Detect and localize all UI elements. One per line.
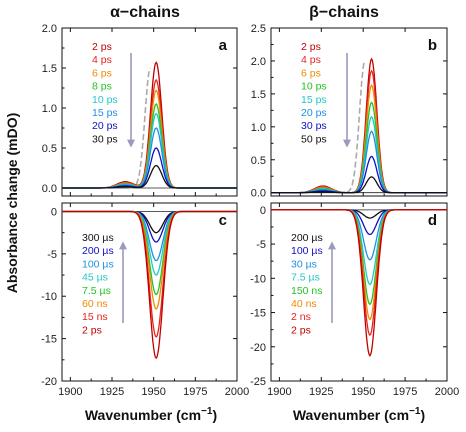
legend-entry: 30 µs [291,258,317,270]
y-tick-label: 0.0 [42,183,57,195]
y-axis-title: Absorbance change (mDO) [4,113,20,293]
y-tick-label: 0 [51,206,57,218]
y-tick-label: 0.5 [251,155,266,167]
legend-entry: 300 µs [82,232,114,244]
y-tick-label: -20 [250,342,266,354]
panel-frame [61,27,238,197]
series-line [271,69,447,194]
legend-entry: 2 ps [82,324,102,336]
panel-letter: c [219,212,227,229]
legend-entry: 7.5 µs [82,285,111,297]
x-tick-label: 1900 [58,386,82,398]
series-line [271,101,447,194]
x-tick-label: 1925 [309,386,333,398]
legend-entry: 60 ns [82,298,108,310]
series-group [271,209,447,357]
panel-frame [270,27,448,197]
y-tick-label: -10 [250,273,266,285]
legend-entry: 2 ps [301,41,321,53]
legend-entry: 30 ps [92,133,118,145]
x-tick-label: 1900 [267,386,291,398]
legend-entry: 2 ps [291,324,311,336]
panel-d: -25 -20 -15 -10 -5 0 1900 1925 1950 1975 2000 200 µ… [250,202,459,398]
legend-entry: 40 ns [291,298,317,310]
legend-entry: 20 ps [92,120,118,132]
y-tick-label: -5 [47,249,57,261]
y-tick-label: -5 [256,239,266,251]
x-tick-label: 2000 [435,386,459,398]
series-line [62,210,237,360]
panel-letter: a [219,37,228,54]
legend-entry: 100 µs [291,245,323,257]
y-tick-label: -25 [250,376,266,388]
series-group [271,57,447,194]
legend-entry: 6 ps [92,67,112,79]
legend-entry: 10 ps [301,81,327,93]
legend-entry: 15 ns [82,311,108,323]
y-tick-label: 0.0 [251,188,266,200]
y-tick-label: 0 [260,205,266,217]
y-tick-label: 2.5 [251,23,266,35]
series-line [62,89,237,189]
series-line [271,176,447,194]
legend-entry: 4 ps [301,54,321,66]
legend-entry: 8 ps [92,81,112,93]
y-tick-label: 0.5 [42,143,57,155]
legend-entry: 7.5 µs [291,272,320,284]
legend-entry: 200 µs [291,232,323,244]
panel-letter: b [428,37,437,54]
x-axis-title-left: Wavenumber (cm−1) [85,406,217,423]
y-tick-label: 1.5 [251,89,266,101]
legend-entry: 2 ns [291,311,311,323]
legend-entry: 6 ps [301,67,321,79]
legend-entry: 20 ps [301,107,327,119]
legend-entry: 10 ps [92,94,118,106]
series-group [62,61,237,189]
y-tick-label: 2.0 [42,23,57,35]
legend-entry: 150 ns [291,285,323,297]
series-line [271,84,447,194]
x-tick-label: 1925 [100,386,124,398]
legend-entry: 15 ps [92,107,118,119]
x-tick-label: 1950 [141,386,165,398]
column-title-beta: β−chains [309,4,379,21]
series-group [62,210,237,360]
panel-c: -20 -15 -10 -5 0 1900 1925 1950 1975 2000 300 µs20… [41,202,249,398]
legend-entry: 100 µs [82,258,114,270]
y-tick-label: -10 [41,291,57,303]
legend-entry: 4 ps [92,54,112,66]
legend-entry: 15 ps [301,94,327,106]
series-line [62,164,237,189]
panel-letter: d [428,212,437,229]
legend-entry: 200 µs [82,245,114,257]
y-tick-label: -15 [250,308,266,320]
x-tick-label: 1950 [351,386,375,398]
legend-entry: 2 ps [92,41,112,53]
legend-entry: 45 µs [82,272,108,284]
y-tick-label: 1.0 [42,103,57,115]
legend-entry: 50 ps [301,133,327,145]
x-tick-label: 1975 [183,386,207,398]
y-tick-label: -20 [41,376,57,388]
y-tick-label: 2.0 [251,56,266,68]
series-line [271,209,447,219]
series-line [271,209,447,357]
x-tick-label: 1975 [393,386,417,398]
panel-frame [61,202,238,382]
panel-frame [270,202,448,382]
column-title-alpha: α−chains [110,4,180,21]
x-axis-title-right: Wavenumber (cm−1) [293,406,425,423]
y-tick-label: 1.0 [251,122,266,134]
y-tick-label: -15 [41,334,57,346]
legend-entry: 30 ps [301,120,327,132]
x-tick-label: 2000 [225,386,249,398]
y-tick-label: 1.5 [42,63,57,75]
